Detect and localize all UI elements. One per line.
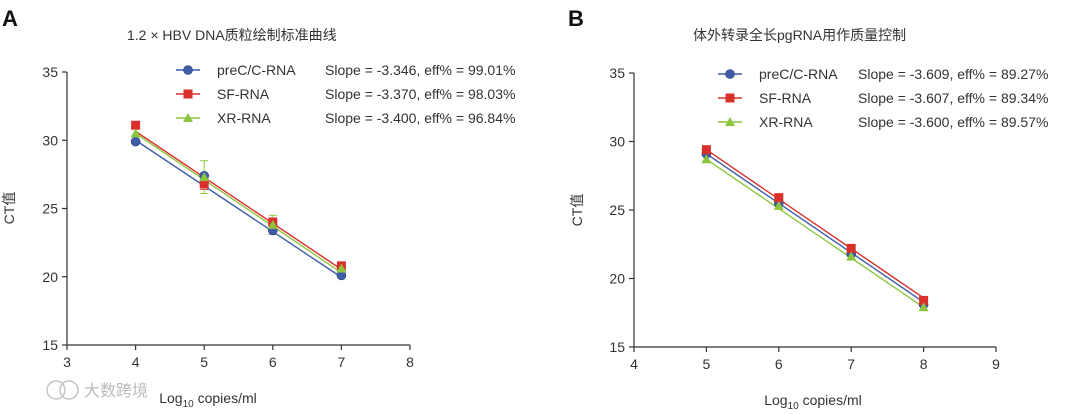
- chart-title-b: 体外转录全长pgRNA用作质量控制: [693, 27, 906, 43]
- x-tick-label: 9: [992, 356, 1000, 372]
- legend-entry: SF-RNA Slope = -3.607, eff% = 89.34%: [718, 90, 1048, 106]
- data-point-xr-rna: [701, 154, 712, 164]
- x-tick-label: 7: [847, 356, 855, 372]
- x-tick-label: 3: [63, 354, 71, 370]
- legend-stat: Slope = -3.609, eff% = 89.27%: [858, 66, 1048, 82]
- legend-entry: preC/C-RNA Slope = -3.609, eff% = 89.27%: [718, 66, 1048, 82]
- legend-stat: Slope = -3.346, eff% = 99.01%: [325, 62, 515, 78]
- legend-marker: [183, 65, 193, 75]
- x-tick-label: 5: [703, 356, 711, 372]
- fit-line-prec-c-rna: [706, 153, 924, 303]
- y-tick-label: 30: [609, 134, 625, 150]
- data-point-xr-rna: [130, 128, 141, 138]
- y-tick-label: 15: [42, 337, 58, 353]
- panel-letter-b: B: [568, 6, 584, 31]
- y-tick-label: 30: [42, 132, 58, 148]
- x-tick-label: 8: [406, 354, 414, 370]
- data-point-sf-rna: [701, 145, 711, 155]
- legend-marker: [183, 89, 193, 99]
- y-axis-label-a: CT值: [1, 192, 17, 225]
- legend-entry: XR-RNA Slope = -3.400, eff% = 96.84%: [176, 110, 515, 126]
- data-point-sf-rna: [846, 243, 856, 253]
- legend-marker: [725, 93, 735, 103]
- legend-marker: [183, 113, 193, 122]
- legend-stat: Slope = -3.600, eff% = 89.57%: [858, 114, 1048, 130]
- legend-entry: XR-RNA Slope = -3.600, eff% = 89.57%: [718, 114, 1048, 130]
- data-point-xr-rna: [336, 263, 347, 273]
- plot-area-b: 15 20 25 30 35 4 5 6 7 8 9 preC/C-RNA Slope = -3.609…: [609, 65, 1048, 372]
- legend-marker: [725, 69, 735, 79]
- chart-title-a: 1.2 × HBV DNA质粒绘制标准曲线: [127, 27, 337, 43]
- chart-panel-b: B 体外转录全长pgRNA用作质量控制 15 20 25 30 35 4 5 6 7 8 9 preC…: [568, 6, 1048, 412]
- legend-label: XR-RNA: [759, 114, 813, 130]
- x-axis-label-b: Log10 copies/ml: [764, 392, 862, 412]
- data-point-sf-rna: [199, 179, 209, 189]
- y-tick-label: 20: [42, 269, 58, 285]
- watermark-logo-icon: [46, 380, 79, 400]
- y-tick-label: 25: [609, 202, 625, 218]
- data-point-sf-rna: [774, 193, 784, 203]
- legend-label: preC/C-RNA: [759, 66, 838, 82]
- data-point-xr-rna: [918, 302, 929, 312]
- x-tick-label: 4: [132, 354, 140, 370]
- plot-area-a: 15 20 25 30 35 3 4 5 6 7 8 preC/C-RNA Slope = -3.346…: [42, 62, 515, 370]
- x-tick-label: 5: [200, 354, 208, 370]
- legend-stat: Slope = -3.400, eff% = 96.84%: [325, 110, 515, 126]
- x-tick-label: 4: [630, 356, 638, 372]
- fit-line-prec-c-rna: [135, 139, 342, 278]
- legend-label: SF-RNA: [759, 90, 812, 106]
- y-axis-label-b: CT值: [569, 194, 585, 227]
- data-point-sf-rna: [919, 295, 929, 305]
- legend-marker: [725, 117, 735, 126]
- legend-label: XR-RNA: [217, 110, 271, 126]
- y-tick-label: 35: [609, 65, 625, 81]
- legend-entry: SF-RNA Slope = -3.370, eff% = 98.03%: [176, 86, 515, 102]
- y-tick-label: 25: [42, 201, 58, 217]
- x-tick-label: 6: [269, 354, 277, 370]
- y-tick-label: 15: [609, 339, 625, 355]
- data-point-xr-rna: [846, 251, 857, 261]
- fit-line-xr-rna: [706, 158, 924, 308]
- watermark-text: 大数跨境: [84, 381, 148, 400]
- panel-letter-a: A: [2, 6, 18, 31]
- data-point-xr-rna: [199, 172, 210, 182]
- chart-panel-a: A 1.2 × HBV DNA质粒绘制标准曲线 15 20 25 30 35 3 4 5 6 7 8…: [1, 6, 515, 410]
- fit-line-sf-rna: [706, 149, 924, 299]
- y-tick-label: 35: [42, 64, 58, 80]
- legend-entry: preC/C-RNA Slope = -3.346, eff% = 99.01%: [176, 62, 515, 78]
- data-point-sf-rna: [131, 120, 141, 130]
- x-axis-label-a: Log10 copies/ml: [159, 390, 257, 410]
- legend-label: SF-RNA: [217, 86, 270, 102]
- data-point-xr-rna: [773, 200, 784, 210]
- x-tick-label: 6: [775, 356, 783, 372]
- fit-line-xr-rna: [135, 132, 342, 274]
- legend-stat: Slope = -3.607, eff% = 89.34%: [858, 90, 1048, 106]
- data-point-prec-c-rna: [130, 136, 141, 147]
- y-tick-label: 20: [609, 271, 625, 287]
- fit-line-sf-rna: [135, 130, 342, 270]
- watermark: 大数跨境: [46, 380, 148, 400]
- x-tick-label: 7: [338, 354, 346, 370]
- x-tick-label: 8: [920, 356, 928, 372]
- legend-label: preC/C-RNA: [217, 62, 296, 78]
- data-point-xr-rna: [267, 219, 278, 229]
- legend-stat: Slope = -3.370, eff% = 98.03%: [325, 86, 515, 102]
